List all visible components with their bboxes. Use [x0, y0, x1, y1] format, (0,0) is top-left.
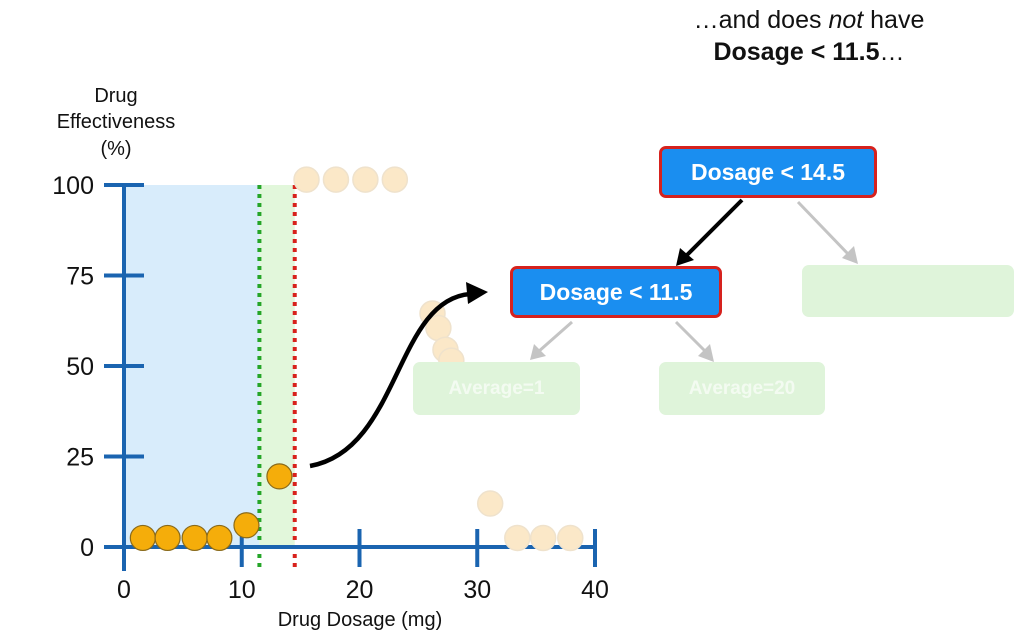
tree-node-left[interactable]: Dosage < 11.5 [510, 266, 722, 318]
x-tick-label-0: 0 [117, 576, 131, 604]
faded-point-3 [381, 166, 409, 193]
tree-leaf-left-left-label: Average=1 [448, 377, 545, 399]
arrow-left-to-rightleaf [674, 320, 708, 354]
caption-ellipsis: … [879, 38, 905, 66]
arrow-root-to-left-head [676, 248, 694, 266]
tree-node-root[interactable]: Dosage < 14.5 [659, 146, 877, 198]
caption-line-2: Dosage < 11.5… [600, 36, 1018, 68]
arrow-left-to-rightleaf-head [698, 344, 714, 362]
y-tick-label-25: 25 [66, 444, 94, 472]
faded-point-9 [504, 524, 531, 552]
caption-suffix: have [863, 6, 925, 34]
highlighted-point-2 [181, 524, 208, 552]
arrow-root-to-right-head [842, 246, 858, 264]
y-tick-label-100: 100 [52, 172, 94, 200]
x-tick-label-40: 40 [581, 576, 609, 604]
arrow-left-to-leftleaf [537, 320, 573, 354]
y-axis-label-line-2: Effectiveness [57, 111, 176, 133]
x-tick-label-10: 10 [228, 576, 256, 604]
y-tick-label-0: 0 [80, 534, 94, 562]
region-dosage-below-11.5 [124, 185, 260, 547]
tree-leaf-left-left[interactable]: Average=1 [413, 362, 580, 415]
caption: …and does not have Dosage < 11.5… [600, 4, 1018, 68]
caption-emphasis: not [828, 6, 864, 34]
arrow-root-to-left [682, 198, 744, 260]
highlighted-point-4 [233, 512, 260, 539]
highlighted-point-1 [154, 524, 181, 552]
x-axis-label: Drug Dosage (mg) [278, 609, 443, 631]
highlighted-point-5 [266, 463, 293, 490]
arrow-root-to-right [796, 200, 852, 258]
caption-line-1: …and does not have [600, 4, 1018, 36]
y-axis-label-line-3: (%) [100, 138, 131, 160]
tree-node-left-label: Dosage < 11.5 [539, 278, 693, 305]
x-tick-label-30: 30 [463, 576, 491, 604]
curved-arrow-head [466, 282, 488, 304]
x-tick-label-20: 20 [346, 576, 374, 604]
axis-labels: Drug Effectiveness (%) Drug Dosage (mg) [57, 85, 443, 631]
caption-condition: Dosage < 11.5 [713, 38, 880, 66]
caption-prefix: …and does [693, 6, 829, 34]
tree-leaf-right[interactable] [802, 265, 1014, 317]
region-dosage-11.5-to-14.5 [259, 185, 295, 547]
curved-pointer-arrow [309, 282, 488, 469]
faded-points [293, 166, 584, 552]
tree-leaf-left-right[interactable]: Average=20 [659, 362, 825, 415]
faded-point-8 [476, 490, 504, 517]
faded-point-10 [529, 524, 557, 552]
tree-node-root-label: Dosage < 14.5 [690, 158, 846, 185]
shaded-regions [124, 185, 295, 547]
highlighted-point-0 [129, 524, 156, 552]
faded-point-1 [322, 166, 350, 193]
faded-point-11 [557, 524, 584, 552]
tree-leaf-left-right-label: Average=20 [688, 377, 796, 399]
tree-arrows [530, 198, 858, 362]
curved-arrow-path [309, 291, 471, 469]
y-tick-label-50: 50 [66, 353, 94, 381]
y-tick-label-75: 75 [66, 263, 94, 291]
highlighted-point-3 [206, 524, 233, 552]
faded-point-2 [352, 166, 379, 193]
faded-point-0 [293, 166, 320, 193]
highlighted-points [129, 463, 293, 552]
y-axis-label-line-1: Drug [94, 85, 137, 107]
threshold-lines [257, 185, 297, 569]
arrow-left-to-leftleaf-head [530, 344, 546, 360]
